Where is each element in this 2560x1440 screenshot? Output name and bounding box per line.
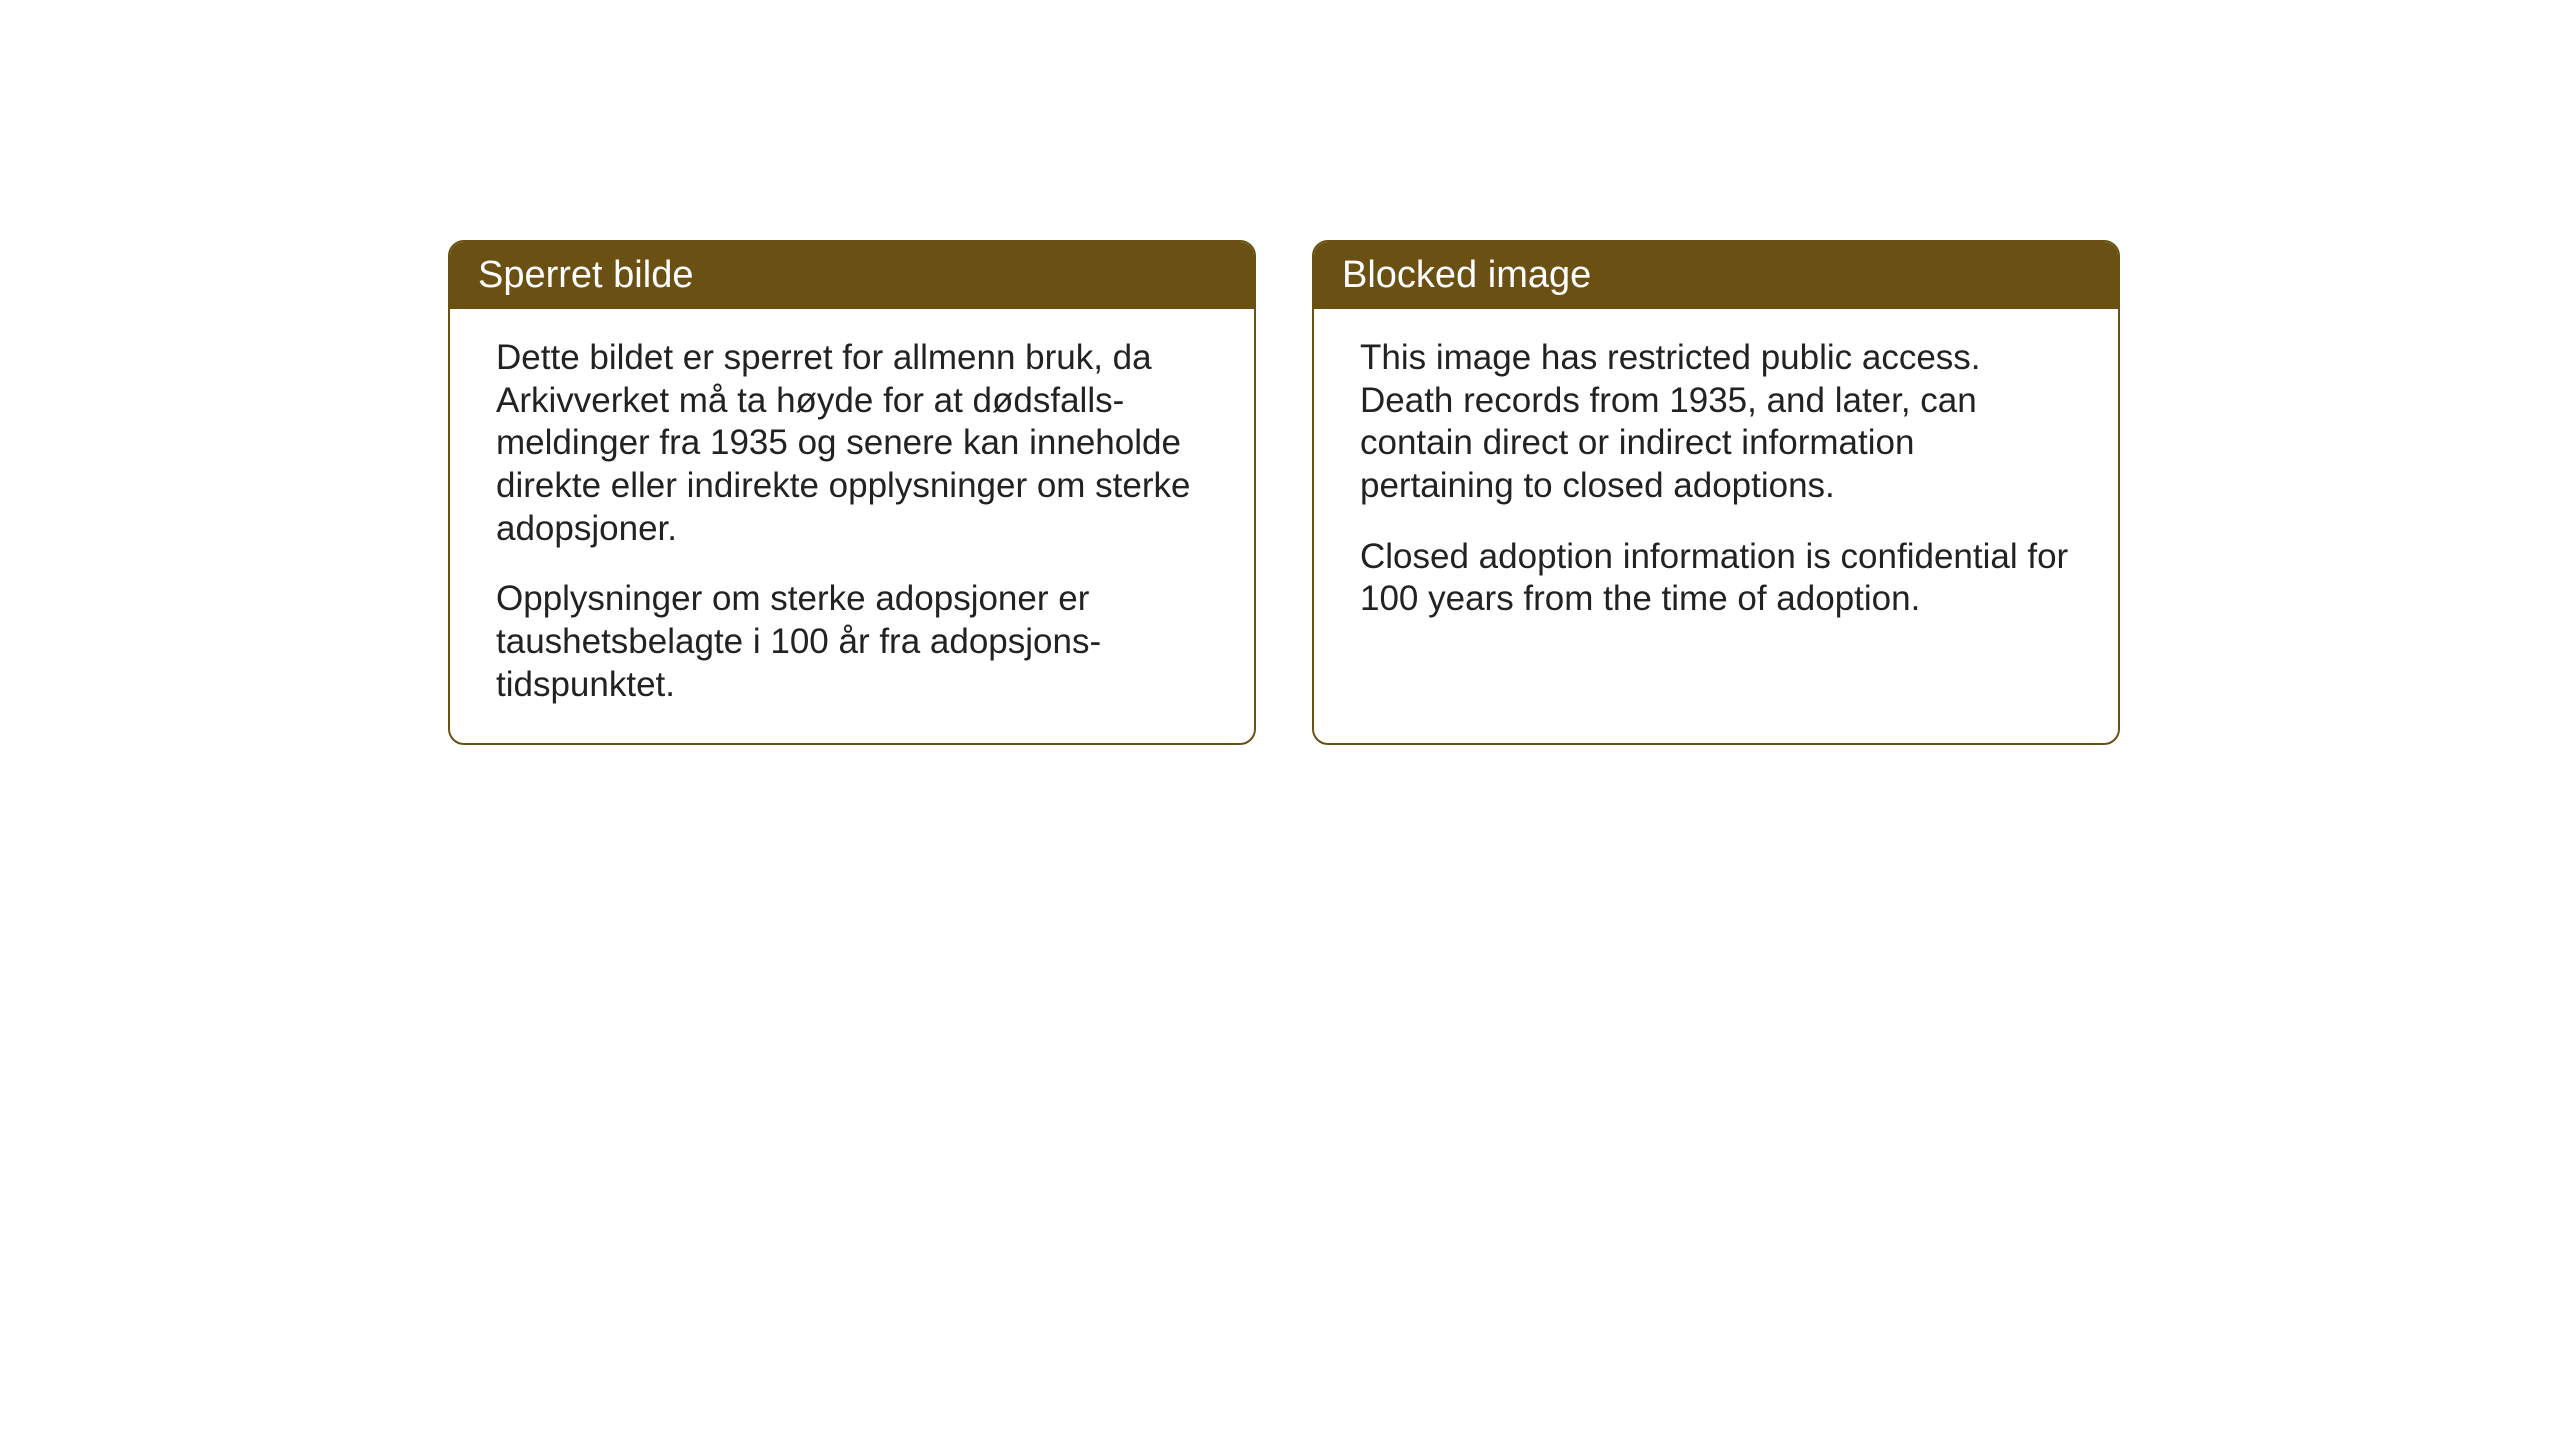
english-card-body: This image has restricted public access.… <box>1314 309 2118 657</box>
norwegian-card-header: Sperret bilde <box>450 242 1254 309</box>
english-card-title: Blocked image <box>1342 254 1591 296</box>
english-paragraph-1: This image has restricted public access.… <box>1360 337 2072 508</box>
english-paragraph-2: Closed adoption information is confident… <box>1360 536 2072 621</box>
notice-cards-container: Sperret bilde Dette bildet er sperret fo… <box>448 240 2120 745</box>
english-notice-card: Blocked image This image has restricted … <box>1312 240 2120 745</box>
norwegian-paragraph-2: Opplysninger om sterke adopsjoner er tau… <box>496 578 1208 706</box>
norwegian-notice-card: Sperret bilde Dette bildet er sperret fo… <box>448 240 1256 745</box>
norwegian-paragraph-1: Dette bildet er sperret for allmenn bruk… <box>496 337 1208 550</box>
norwegian-card-body: Dette bildet er sperret for allmenn bruk… <box>450 309 1254 743</box>
english-card-header: Blocked image <box>1314 242 2118 309</box>
norwegian-card-title: Sperret bilde <box>478 254 693 296</box>
